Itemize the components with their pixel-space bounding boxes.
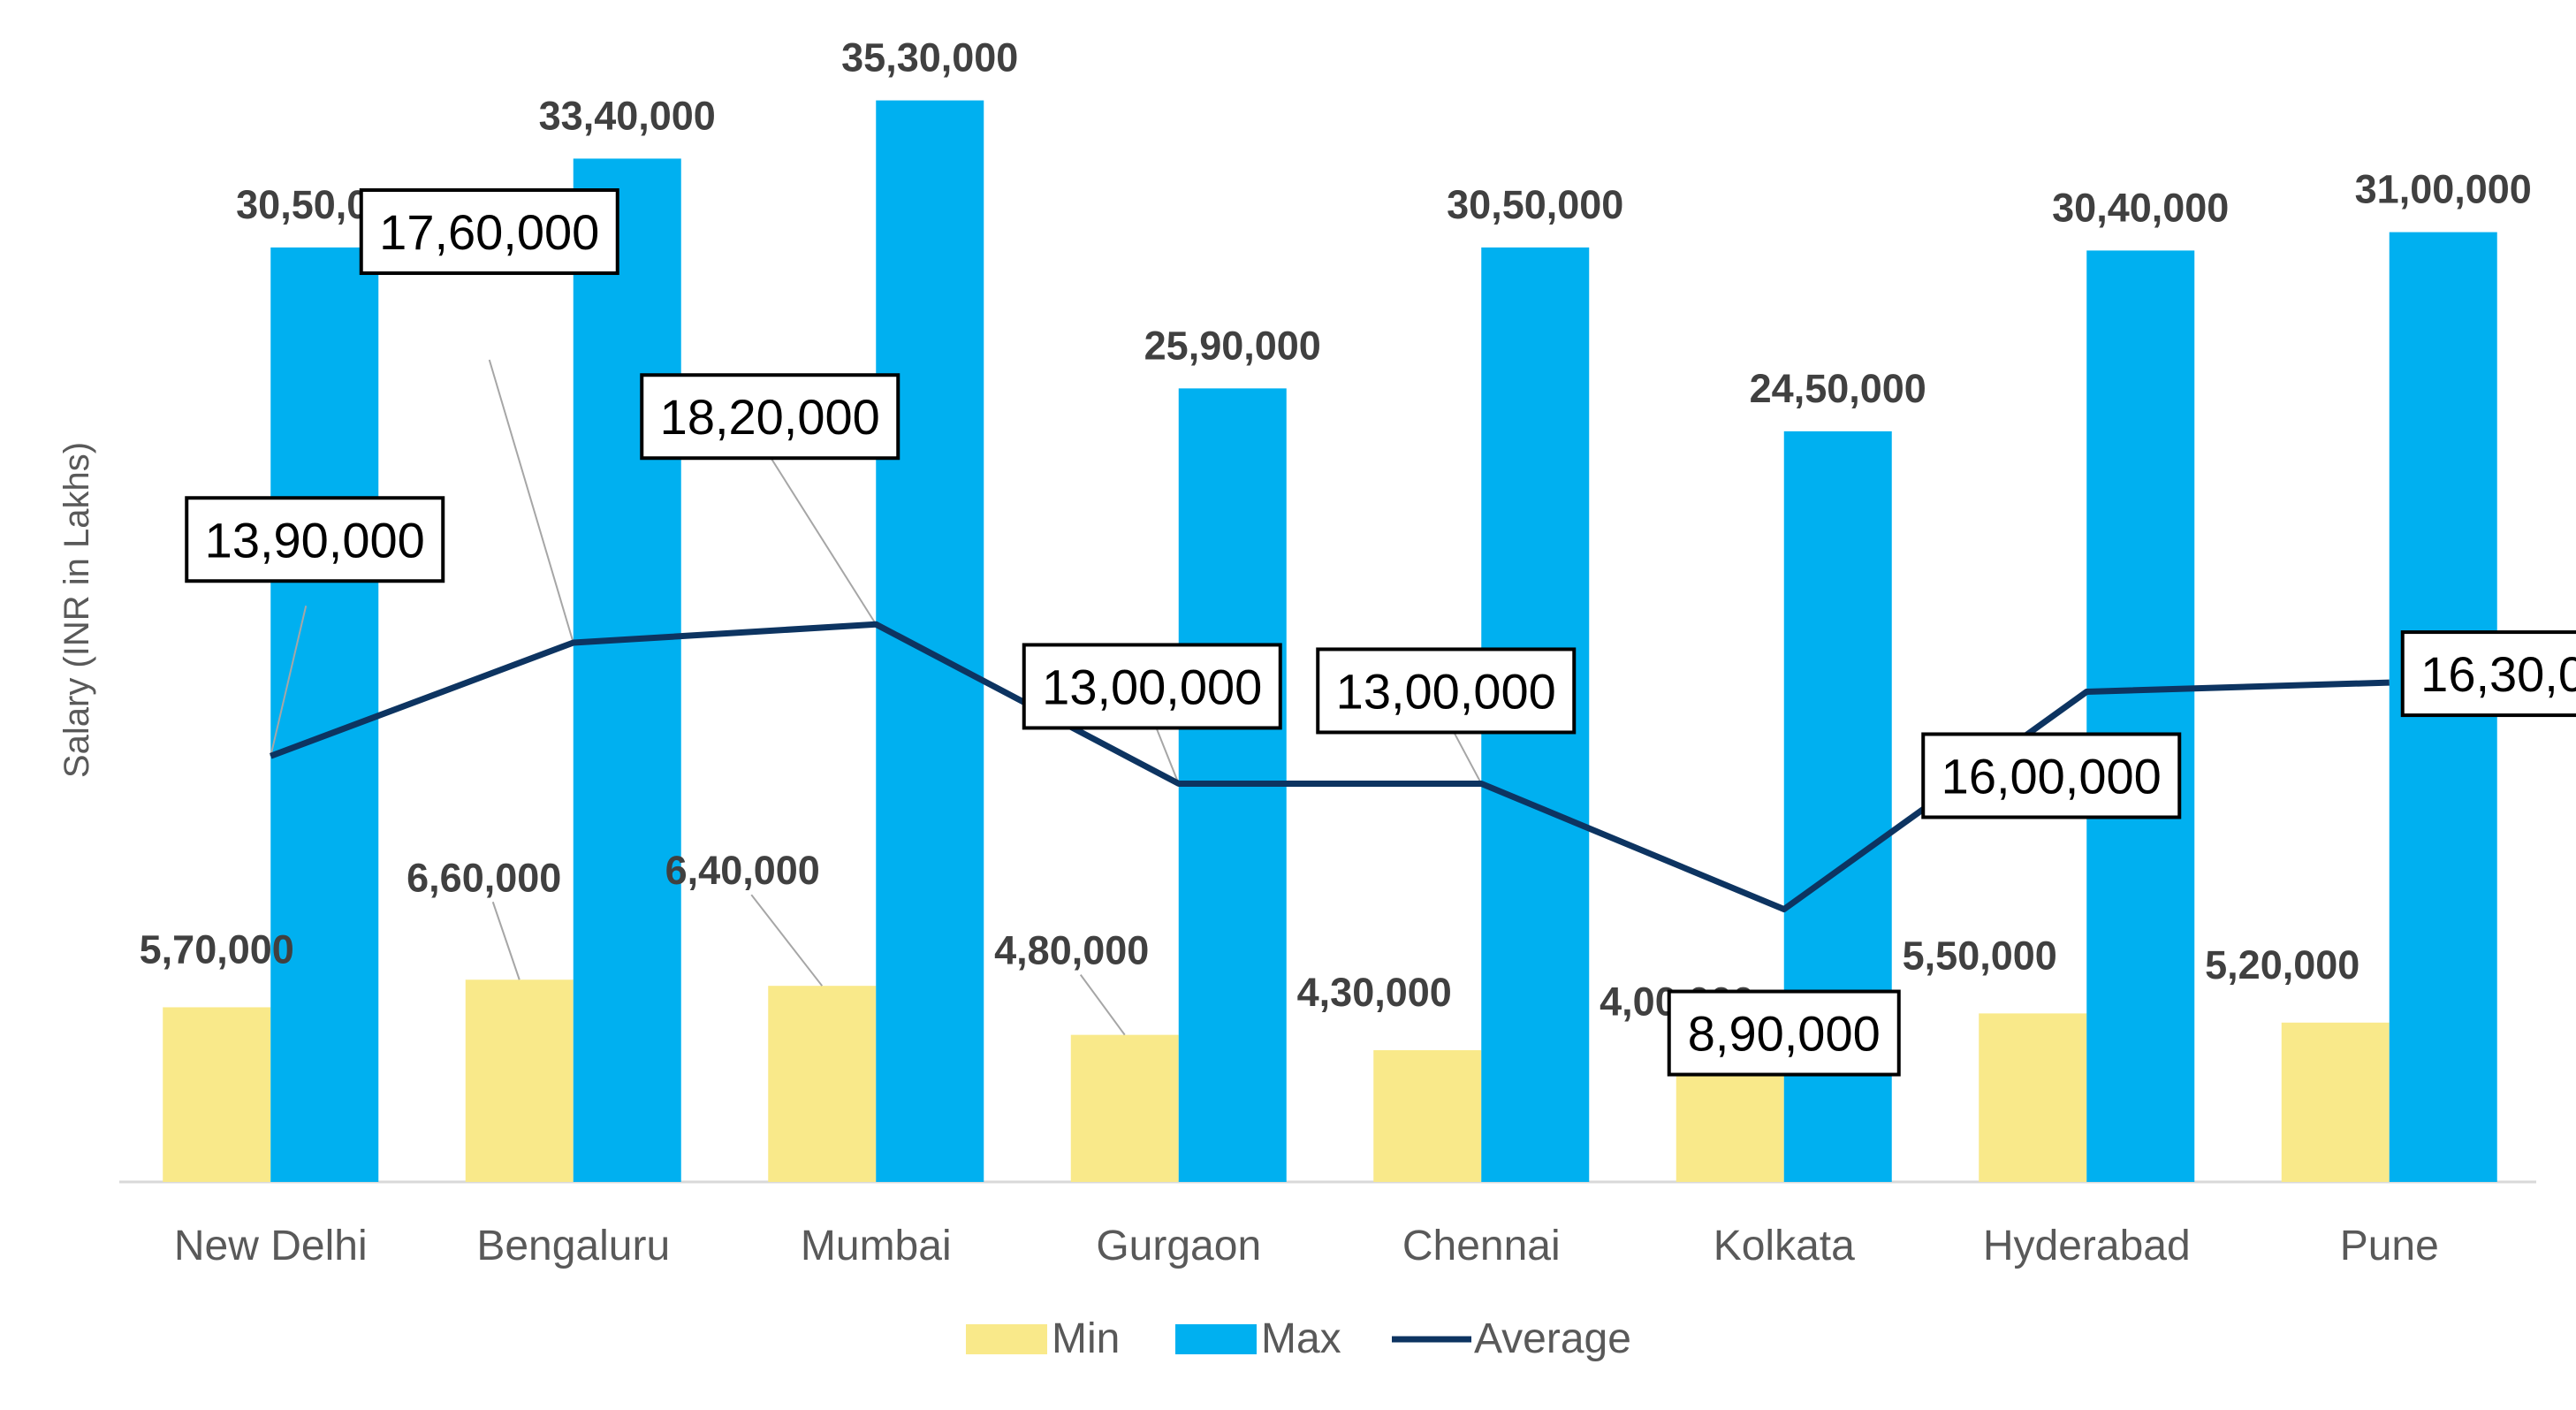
legend-label-average: Average — [1474, 1315, 1631, 1362]
legend-label-max: Max — [1261, 1315, 1341, 1362]
x-tick-labels: New Delhi Bengaluru Mumbai Gurgaon Chennai Ko… — [174, 1223, 2439, 1269]
average-label-box — [640, 373, 900, 461]
legend-swatch-min — [966, 1324, 1047, 1354]
max-data-label: 33,40,000 — [539, 93, 716, 138]
max-data-label: 25,90,000 — [1144, 323, 1321, 368]
bar-min — [2281, 1022, 2390, 1182]
average-data-label: 16,00,000 — [1941, 748, 2162, 804]
min-label-leader — [750, 894, 824, 987]
average-data-label: 13,00,000 — [1336, 663, 1556, 719]
x-tick-label: New Delhi — [174, 1223, 368, 1269]
bar-max — [270, 247, 379, 1182]
x-tick-label: Hyderabad — [1983, 1223, 2191, 1269]
max-data-label: 35,30,000 — [841, 35, 1018, 80]
bar-min — [1676, 1059, 1784, 1182]
x-tick-label: Kolkata — [1714, 1223, 1855, 1269]
min-data-label: 6,60,000 — [407, 855, 561, 900]
bar-max — [876, 100, 984, 1183]
bar-min — [163, 1007, 271, 1182]
min-data-label: 6,40,000 — [665, 848, 820, 893]
x-tick-label: Gurgaon — [1096, 1223, 1261, 1269]
average-label-box — [2400, 630, 2576, 718]
average-data-label: 17,60,000 — [379, 204, 599, 260]
legend: Min Max Average — [966, 1315, 1631, 1362]
x-tick-label: Bengaluru — [476, 1223, 670, 1269]
min-label-leader — [1079, 974, 1126, 1036]
data-labels-layer: 5,70,000 6,60,000 6,40,000 4,80,000 4,30,000… — [140, 35, 2576, 1077]
min-data-label: 5,50,000 — [1903, 933, 2057, 978]
min-data-label: 5,20,000 — [2205, 942, 2359, 987]
max-data-label: 24,50,000 — [1750, 366, 1926, 411]
max-data-label: 30,50,000 — [1447, 182, 1623, 227]
average-label-leader — [488, 359, 574, 644]
average-line — [270, 621, 2390, 913]
bar-min — [768, 986, 877, 1182]
average-data-label: 13,90,000 — [205, 512, 425, 568]
average-label-box — [1921, 732, 2182, 819]
average-data-label: 8,90,000 — [1688, 1006, 1881, 1062]
bar-min — [1979, 1013, 2087, 1182]
average-label-box — [185, 496, 445, 583]
min-label-leader — [491, 901, 521, 980]
min-data-label: 4,80,000 — [994, 928, 1149, 973]
average-label-leader — [769, 455, 878, 625]
min-data-label: 4,30,000 — [1297, 970, 1452, 1015]
average-label-leader — [270, 606, 308, 757]
bar-max — [573, 158, 681, 1183]
average-label-box — [1667, 989, 1901, 1077]
max-data-label: 31,00,000 — [2355, 167, 2532, 212]
average-label-box — [1022, 643, 1282, 730]
x-tick-label: Pune — [2340, 1223, 2439, 1269]
average-data-label: 18,20,000 — [660, 389, 880, 445]
average-label-box — [1316, 647, 1577, 735]
bar-max — [2086, 250, 2195, 1182]
legend-label-min: Min — [1052, 1315, 1120, 1362]
average-data-label: 13,00,000 — [1042, 659, 1262, 714]
average-label-box — [359, 188, 619, 276]
max-data-label: 30,40,000 — [2052, 185, 2229, 230]
x-tick-label: Mumbai — [801, 1223, 952, 1269]
average-line-layer — [270, 621, 2390, 913]
bar-min — [1373, 1049, 1482, 1182]
x-tick-label: Chennai — [1402, 1223, 1561, 1269]
bar-min — [465, 979, 574, 1182]
y-axis-label: Salary (INR in Lakhs) — [57, 442, 96, 778]
leader-lines-layer — [270, 359, 1483, 1036]
average-data-label: 16,30,000 — [2420, 646, 2576, 702]
bar-min — [1070, 1034, 1179, 1182]
legend-swatch-max — [1175, 1324, 1257, 1354]
min-data-label: 5,70,000 — [140, 926, 294, 972]
